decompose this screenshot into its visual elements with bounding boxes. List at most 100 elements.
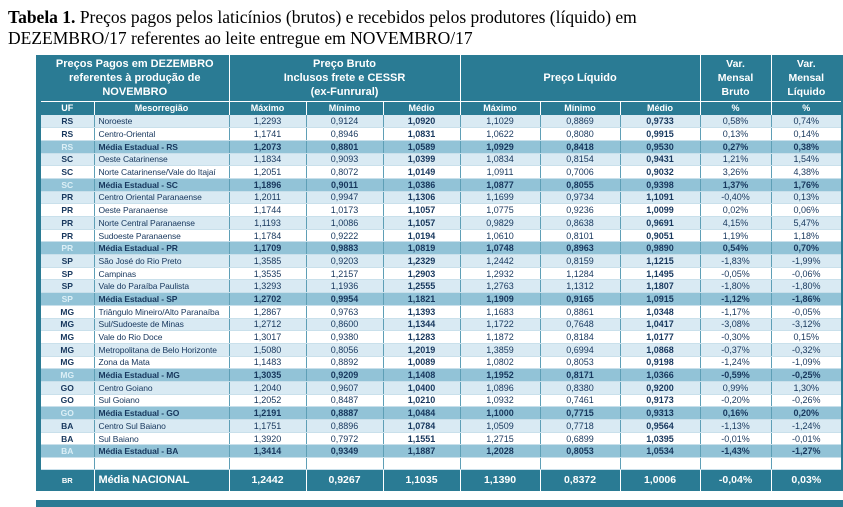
liquido-medio-cell: 1,0395	[620, 432, 701, 446]
liquido-medio-cell: 1,0006	[620, 469, 701, 491]
bruto-maximo-cell: 1,3920	[229, 432, 307, 446]
empty-cell	[229, 457, 307, 471]
bruto-minimo-cell: 0,9203	[306, 254, 384, 268]
liquido-minimo-cell: 1,1284	[540, 267, 621, 281]
bruto-medio-cell: 1,0784	[383, 419, 461, 433]
bruto-maximo-cell: 1,2052	[229, 394, 307, 408]
header-bruto-maximo: Máximo	[229, 101, 307, 115]
state-average-row: BA Média Estadual - BA 1,3414 0,9349 1,1887 1…	[41, 444, 842, 459]
liquido-maximo-cell: 1,0748	[460, 241, 541, 256]
liquido-maximo-cell: 1,2932	[460, 267, 541, 281]
var-liquido-cell: -0,05%	[771, 305, 842, 319]
bruto-medio-cell: 1,0386	[383, 178, 461, 192]
bruto-medio-cell: 1,0819	[383, 241, 461, 256]
liquido-minimo-cell: 0,8861	[540, 305, 621, 319]
bruto-medio-cell: 1,0400	[383, 381, 461, 395]
liquido-minimo-cell: 0,8055	[540, 178, 621, 192]
bruto-maximo-cell: 1,1834	[229, 153, 307, 167]
uf-cell: SC	[41, 178, 95, 192]
var-bruto-cell: -1,12%	[700, 292, 772, 306]
bruto-maximo-cell: 1,3293	[229, 279, 307, 294]
var-liquido-cell: 1,76%	[771, 178, 842, 192]
header-group-var-liquido: Var. Mensal Líquido	[771, 55, 842, 102]
bruto-medio-cell: 1,0399	[383, 153, 461, 167]
var-bruto-cell: 1,21%	[700, 153, 772, 167]
var-liquido-cell: 0,14%	[771, 127, 842, 141]
liquido-medio-cell: 0,9890	[620, 241, 701, 256]
liquido-minimo-cell: 0,8418	[540, 140, 621, 154]
bruto-medio-cell: 1,1057	[383, 203, 461, 217]
state-average-row: RS Média Estadual - RS 1,2073 0,8801 1,0589 1…	[41, 140, 842, 154]
liquido-maximo-cell: 1,0932	[460, 394, 541, 408]
header-liquido-maximo: Máximo	[460, 101, 541, 115]
region-row: PR Centro Oriental Paranaense 1,2011 0,9947…	[41, 191, 842, 205]
var-liquido-cell: 0,03%	[771, 469, 842, 491]
region-cell: Média Estadual - RS	[94, 140, 230, 154]
var-bruto-cell: 1,19%	[700, 229, 772, 243]
empty-cell	[383, 457, 461, 471]
uf-cell: GO	[41, 381, 95, 395]
liquido-medio-cell: 1,0366	[620, 368, 701, 382]
uf-cell: PR	[41, 241, 95, 256]
region-cell: Norte Central Paranaense	[94, 216, 230, 230]
bruto-medio-cell: 1,1551	[383, 432, 461, 446]
var-liquido-cell: 1,30%	[771, 381, 842, 395]
bruto-minimo-cell: 0,8801	[306, 140, 384, 154]
var-bruto-cell: 0,16%	[700, 406, 772, 420]
uf-cell: PR	[41, 229, 95, 243]
liquido-minimo-cell: 0,7461	[540, 394, 621, 408]
uf-cell: PR	[41, 203, 95, 217]
header-liquido-minimo: Mínimo	[540, 101, 621, 115]
bruto-maximo-cell: 1,3414	[229, 444, 307, 459]
bruto-minimo-cell: 0,9763	[306, 305, 384, 319]
table-body: RS Noroeste 1,2293 0,9124 1,0920 1,1029 0,8869…	[41, 115, 842, 491]
empty-cell	[94, 457, 230, 471]
liquido-maximo-cell: 1,0509	[460, 419, 541, 433]
liquido-medio-cell: 0,9200	[620, 381, 701, 395]
liquido-medio-cell: 1,1091	[620, 191, 701, 205]
region-row: MG Vale do Rio Doce 1,3017 0,9380 1,1283 1,18…	[41, 330, 842, 344]
liquido-minimo-cell: 0,8638	[540, 216, 621, 230]
region-cell: Sudoeste Paranaense	[94, 229, 230, 243]
region-cell: São José do Rio Preto	[94, 254, 230, 268]
bruto-maximo-cell: 1,1784	[229, 229, 307, 243]
bruto-minimo-cell: 0,9011	[306, 178, 384, 192]
var-liquido-cell: -0,26%	[771, 394, 842, 408]
var-liquido-cell: -0,25%	[771, 368, 842, 382]
region-cell: Oeste Paranaense	[94, 203, 230, 217]
liquido-medio-cell: 1,0417	[620, 318, 701, 332]
uf-cell: GO	[41, 394, 95, 408]
bruto-minimo-cell: 0,8056	[306, 343, 384, 357]
var-liquido-cell: -1,80%	[771, 279, 842, 294]
var-bruto-cell: -3,08%	[700, 318, 772, 332]
var-bruto-cell: 0,02%	[700, 203, 772, 217]
var-bruto-cell: 0,54%	[700, 241, 772, 256]
table-bottom-bar	[36, 499, 843, 507]
state-average-row: SC Média Estadual - SC 1,1896 0,9011 1,0386 1…	[41, 178, 842, 192]
var-bruto-cell: -0,30%	[700, 330, 772, 344]
liquido-medio-cell: 1,0534	[620, 444, 701, 459]
liquido-maximo-cell: 1,1952	[460, 368, 541, 382]
liquido-minimo-cell: 1,1312	[540, 279, 621, 294]
var-bruto-cell: 0,27%	[700, 140, 772, 154]
bruto-medio-cell: 1,1408	[383, 368, 461, 382]
var-bruto-cell: -0,01%	[700, 432, 772, 446]
uf-cell: RS	[41, 140, 95, 154]
header-bruto-minimo: Mínimo	[306, 101, 384, 115]
liquido-maximo-cell: 1,1000	[460, 406, 541, 420]
liquido-medio-cell: 1,0348	[620, 305, 701, 319]
bruto-maximo-cell: 1,2191	[229, 406, 307, 420]
bruto-minimo-cell: 0,9267	[306, 469, 384, 491]
liquido-minimo-cell: 0,8184	[540, 330, 621, 344]
region-row: SP São José do Rio Preto 1,3585 0,9203 1,232…	[41, 254, 842, 268]
uf-cell: BA	[41, 432, 95, 446]
bruto-minimo-cell: 1,0173	[306, 203, 384, 217]
empty-cell	[460, 457, 541, 471]
bruto-minimo-cell: 1,1936	[306, 279, 384, 294]
region-cell: Vale do Paraíba Paulista	[94, 279, 230, 294]
region-row: MG Zona da Mata 1,1483 0,8892 1,0089 1,0802 0,…	[41, 356, 842, 370]
empty-cell	[700, 457, 772, 471]
table-header: Preços Pagos em DEZEMBRO referentes à pro…	[41, 55, 842, 115]
bruto-maximo-cell: 1,2040	[229, 381, 307, 395]
bruto-minimo-cell: 0,9222	[306, 229, 384, 243]
